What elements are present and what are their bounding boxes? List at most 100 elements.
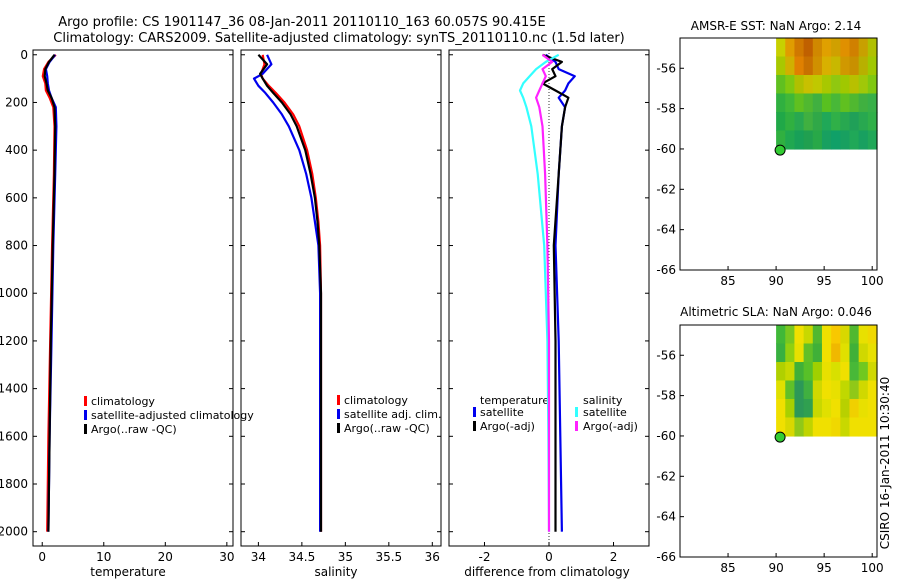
heatmap-cell xyxy=(840,417,851,437)
heatmap-cell xyxy=(785,380,796,400)
x-tick-label: 85 xyxy=(720,561,735,575)
heatmap-cell xyxy=(849,74,860,95)
map-frame xyxy=(679,324,878,558)
heatmap-cell xyxy=(785,56,796,76)
heatmap-cell xyxy=(785,111,796,132)
heatmap-cell xyxy=(831,361,841,382)
series-line-argo-raw-qc xyxy=(257,54,323,532)
x-tick-label: 35.5 xyxy=(375,550,402,564)
y-tick-label: -60 xyxy=(656,429,676,443)
difference-panel: difference from climatology temperature … xyxy=(448,49,650,579)
y-tick-label: 200 xyxy=(5,95,28,109)
heatmap-cell xyxy=(803,343,814,363)
heatmap-cell xyxy=(858,398,869,419)
x-tick-label: 10 xyxy=(96,550,111,564)
x-tick-label: 2 xyxy=(610,550,618,564)
heatmap-cell xyxy=(776,38,786,58)
heatmap-cell xyxy=(831,343,841,363)
legend-title-salinity: salinity xyxy=(583,394,623,407)
heatmap-cell xyxy=(785,361,796,382)
heatmap-cell xyxy=(840,398,851,419)
salinity-axes xyxy=(240,49,442,547)
y-tick-label: -64 xyxy=(656,510,676,524)
heatmap-cell xyxy=(812,130,823,150)
heatmap-cell xyxy=(821,38,832,58)
sst-map-panel: AMSR-E SST: NaN Argo: 2.14 85 90 95 100 -56 -… xyxy=(656,19,883,288)
heatmap-cell xyxy=(794,130,805,150)
heatmap-cell xyxy=(849,361,860,382)
heatmap-cell xyxy=(831,74,841,95)
heatmap-cell xyxy=(840,38,851,58)
heatmap-cell xyxy=(867,111,878,132)
sla-map-title: Altimetric SLA: NaN Argo: 0.046 xyxy=(680,305,872,319)
heatmap-cell xyxy=(821,130,832,150)
temperature-axes xyxy=(32,49,234,547)
heatmap-cell xyxy=(803,417,814,437)
heatmap-cell xyxy=(831,380,841,400)
heatmap-cell xyxy=(840,93,851,113)
heatmap-cell xyxy=(821,93,832,113)
heatmap-cell xyxy=(803,130,814,150)
y-tick-label: -66 xyxy=(656,263,676,277)
heatmap-cell xyxy=(812,93,823,113)
argo-location-marker xyxy=(774,144,786,156)
heatmap-cell xyxy=(831,111,841,132)
heatmap-cell xyxy=(858,380,869,400)
x-tick-label: 85 xyxy=(720,274,735,288)
series-line-temperature-satellite xyxy=(545,53,576,532)
legend-label-sal-argo: Argo(-adj) xyxy=(583,420,638,433)
series-line-salinity-argo-adj xyxy=(534,53,554,532)
heatmap-cell xyxy=(840,111,851,132)
salinity-panel: salinity climatology satellite adj. clim… xyxy=(240,49,442,579)
heatmap-cell xyxy=(858,93,869,113)
heatmap-cell xyxy=(812,380,823,400)
argo-location-marker xyxy=(774,431,786,443)
y-tick-label: 1200 xyxy=(0,334,28,348)
y-tick-label: -56 xyxy=(656,61,676,75)
heatmap-cell xyxy=(867,74,878,95)
heatmap-cell xyxy=(812,417,823,437)
heatmap-cell xyxy=(840,361,851,382)
heatmap-cell xyxy=(858,130,869,150)
legend-swatch-sal-argo xyxy=(575,421,578,431)
legend-swatch-satellite-adj xyxy=(337,409,340,419)
y-tick-label: 600 xyxy=(5,191,28,205)
legend-label-argo: Argo(..raw -QC) xyxy=(91,423,177,436)
salinity-xlabel: salinity xyxy=(314,565,357,579)
heatmap-cell xyxy=(849,417,860,437)
heatmap-cell xyxy=(858,56,869,76)
difference-legend: temperature satellite Argo(-adj) salinit… xyxy=(473,394,638,433)
heatmap-cell xyxy=(849,325,860,345)
map-frame xyxy=(679,37,878,271)
heatmap-cell xyxy=(849,398,860,419)
heatmap-cell xyxy=(812,361,823,382)
sst-map-title: AMSR-E SST: NaN Argo: 2.14 xyxy=(691,19,861,33)
heatmap-cell xyxy=(776,380,786,400)
y-tick-label: 1000 xyxy=(0,286,28,300)
legend-label-argo: Argo(..raw -QC) xyxy=(344,422,430,435)
y-tick-label: 1400 xyxy=(0,382,28,396)
heatmap-cell xyxy=(831,56,841,76)
legend-label-climatology: climatology xyxy=(344,394,408,407)
heatmap-cell xyxy=(840,325,851,345)
legend-label-satellite-adjusted: satellite-adjusted climatology xyxy=(91,409,254,422)
heatmap-cell xyxy=(812,38,823,58)
x-tick-label: 20 xyxy=(158,550,173,564)
heatmap-cell xyxy=(821,398,832,419)
figure-title-line2: Climatology: CARS2009. Satellite-adjuste… xyxy=(53,31,625,46)
heatmap-cell xyxy=(803,398,814,419)
heatmap-cell xyxy=(785,398,796,419)
heatmap-cell xyxy=(803,38,814,58)
heatmap-cell xyxy=(867,398,878,419)
heatmap-cell xyxy=(831,93,841,113)
legend-swatch-satellite-adjusted xyxy=(84,410,87,420)
difference-xlabel: difference from climatology xyxy=(464,565,630,579)
heatmap-cell xyxy=(812,343,823,363)
heatmap-cell xyxy=(867,325,878,345)
heatmap-cell xyxy=(785,38,796,58)
series-line-satellite-adj-clim xyxy=(252,54,322,532)
csiro-timestamp: CSIRO 16-Jan-2011 10:30:40 xyxy=(878,377,892,549)
legend-label-climatology: climatology xyxy=(91,395,155,408)
heatmap-cell xyxy=(858,343,869,363)
